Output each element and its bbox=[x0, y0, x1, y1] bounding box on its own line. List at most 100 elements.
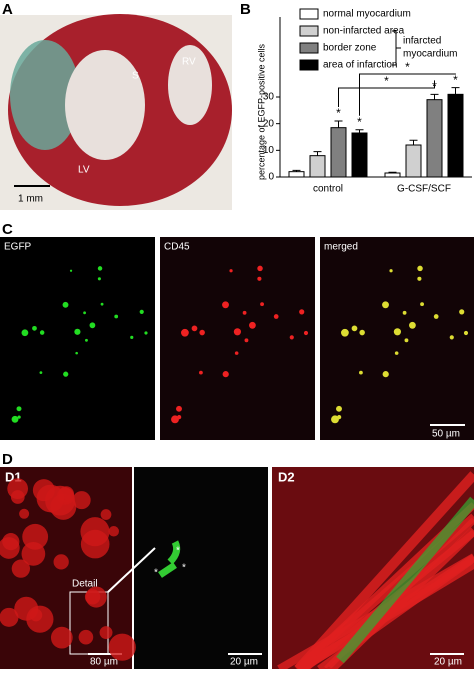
bar bbox=[351, 132, 368, 178]
panel-label: D2 bbox=[278, 469, 295, 484]
tissue bbox=[108, 526, 120, 537]
cell-dot bbox=[257, 265, 263, 272]
tissue bbox=[50, 626, 73, 649]
cell-dot bbox=[234, 351, 239, 355]
cell-dot bbox=[89, 322, 96, 329]
micrograph bbox=[160, 237, 315, 440]
legend-label: border zone bbox=[323, 43, 377, 54]
cell-dot bbox=[336, 405, 342, 412]
cell-dot bbox=[222, 301, 229, 309]
cell-dot bbox=[417, 265, 423, 272]
tissue bbox=[32, 479, 55, 502]
cell-dot bbox=[69, 269, 73, 272]
legend-label: area of infarction bbox=[323, 60, 398, 71]
cell-dot bbox=[449, 335, 454, 340]
scale-label: 50 µm bbox=[432, 429, 460, 440]
scale-label: 1 mm bbox=[18, 194, 43, 205]
scale-label: 20 µm bbox=[230, 657, 258, 668]
micrograph bbox=[134, 467, 268, 669]
panel-label: D bbox=[2, 451, 13, 468]
cell-dot bbox=[233, 328, 242, 336]
error-bar bbox=[430, 93, 439, 100]
cell-dot bbox=[257, 276, 262, 281]
error-bar bbox=[313, 151, 322, 156]
legend-label: non-infarcted area bbox=[323, 26, 405, 37]
significance: * bbox=[384, 74, 389, 88]
cell-dot bbox=[402, 310, 407, 315]
cell-dot bbox=[382, 301, 389, 309]
significance: * bbox=[336, 106, 341, 120]
x-tick-label: control bbox=[313, 184, 343, 195]
cell-dot bbox=[359, 370, 363, 375]
error-bar bbox=[409, 139, 418, 145]
comparison-bracket bbox=[338, 80, 435, 107]
bar bbox=[405, 144, 422, 178]
significance: * bbox=[405, 60, 410, 74]
infarct-area bbox=[10, 40, 80, 150]
error-bar bbox=[388, 171, 397, 173]
fiber bbox=[294, 471, 474, 673]
tissue bbox=[0, 607, 19, 627]
cell-dot bbox=[404, 338, 409, 343]
cell-mark: * bbox=[182, 563, 186, 574]
cell bbox=[158, 540, 181, 578]
cell-dot bbox=[459, 309, 465, 315]
bar bbox=[330, 127, 347, 178]
micrograph bbox=[0, 237, 155, 440]
legend-swatch bbox=[299, 59, 319, 71]
legend-group-label: myocardium bbox=[403, 49, 457, 60]
bar bbox=[288, 171, 305, 178]
legend-swatch bbox=[299, 25, 319, 37]
cell-dot bbox=[75, 351, 78, 355]
error-bar bbox=[292, 169, 301, 172]
legend-swatch bbox=[299, 8, 319, 20]
cell-dot bbox=[21, 329, 29, 337]
channel-label: merged bbox=[324, 242, 358, 253]
cell-dot bbox=[171, 415, 179, 424]
cell-dot bbox=[32, 325, 37, 331]
cell-dot bbox=[16, 406, 22, 412]
tissue bbox=[14, 596, 39, 621]
cell-dot bbox=[337, 414, 342, 420]
cell-dot bbox=[229, 269, 233, 273]
cell-dot bbox=[273, 314, 279, 319]
cell-dot bbox=[177, 414, 182, 420]
y-tick-label: 20 bbox=[263, 118, 275, 129]
legend-label: normal myocardium bbox=[323, 9, 411, 20]
cell-dot bbox=[417, 276, 422, 281]
cell-dot bbox=[409, 321, 416, 329]
bar bbox=[426, 99, 443, 178]
micrograph bbox=[320, 237, 474, 440]
fiber bbox=[336, 496, 474, 664]
scale-label: 80 µm bbox=[90, 657, 118, 668]
significance: * bbox=[453, 73, 458, 87]
cell-dot bbox=[242, 310, 247, 315]
tissue bbox=[10, 490, 25, 504]
cell-dot bbox=[393, 328, 402, 336]
y-axis-label: percentage of EGFP-positive cells bbox=[256, 43, 266, 180]
cell-dot bbox=[303, 330, 309, 336]
cell-dot bbox=[199, 370, 203, 375]
region-label: S bbox=[132, 71, 139, 82]
cell-dot bbox=[139, 309, 144, 314]
panel-label: B bbox=[240, 1, 251, 18]
legend-swatch bbox=[299, 42, 319, 54]
cell-dot bbox=[100, 302, 104, 306]
cell-dot bbox=[249, 321, 256, 329]
legend-group-label: infarcted bbox=[403, 36, 441, 47]
cell-dot bbox=[39, 330, 45, 335]
panel-label: C bbox=[2, 221, 13, 238]
legend-bracket bbox=[392, 30, 401, 66]
cell-dot bbox=[244, 338, 249, 343]
lumen bbox=[65, 50, 145, 160]
cell-dot bbox=[382, 371, 389, 378]
tissue bbox=[108, 633, 136, 661]
y-tick-label: 0 bbox=[268, 172, 274, 183]
cell-dot bbox=[85, 338, 88, 342]
error-bar bbox=[334, 120, 343, 128]
tissue bbox=[11, 559, 31, 578]
significance: * bbox=[357, 115, 362, 129]
cell-dot bbox=[191, 325, 198, 332]
cell-dot bbox=[176, 405, 182, 412]
